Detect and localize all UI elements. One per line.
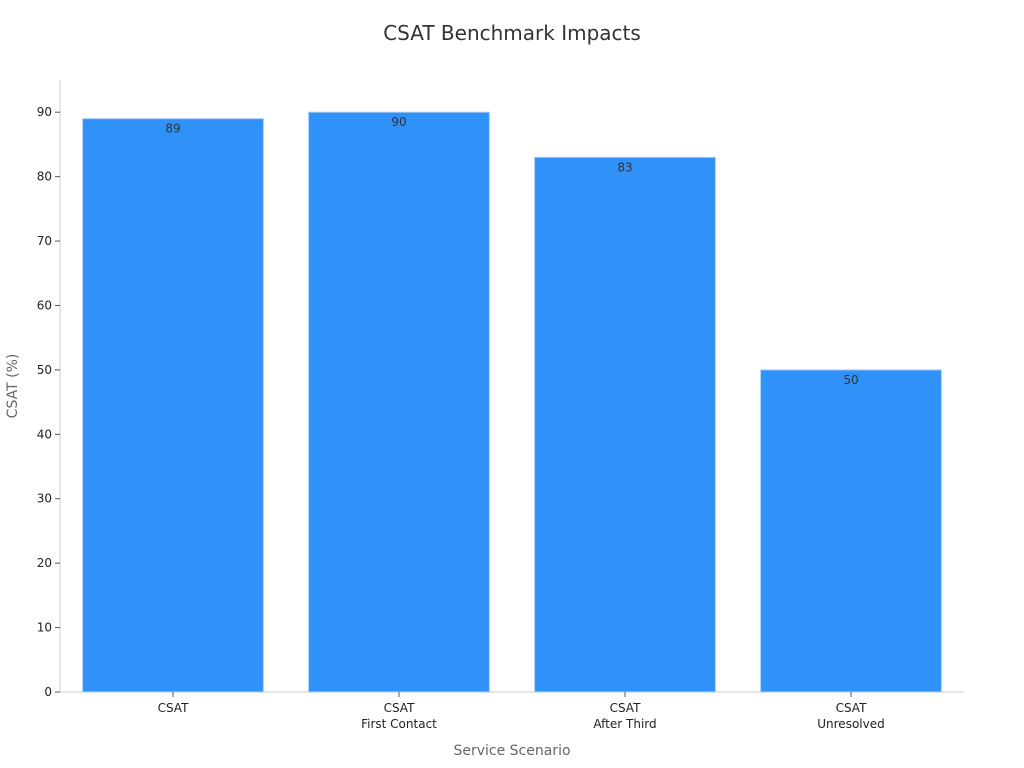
data-labels-group: 89 90 83 50 [165,115,858,387]
bar [308,111,490,693]
x-tick-label: CSAT After Third [593,701,656,731]
y-tick-label: 20 [37,556,52,570]
y-tick-label: 50 [37,363,52,377]
data-label: 50 [843,373,858,387]
y-tick-label: 80 [37,170,52,184]
chart-title: CSAT Benchmark Impacts [383,21,641,45]
bar [534,156,716,693]
bar [760,369,942,693]
y-tick-label: 30 [37,492,52,506]
bar [82,118,264,693]
x-tick-label: CSAT [158,701,189,715]
y-tick-label: 0 [44,685,52,699]
y-tick-label: 70 [37,234,52,248]
data-label: 89 [165,122,180,136]
data-label: 90 [391,115,406,129]
y-tick-label: 40 [37,427,52,441]
y-axis-title: CSAT (%) [5,354,21,419]
x-tick-label: CSAT Unresolved [817,701,884,731]
y-ticks-group: 0 10 20 30 40 50 60 70 80 90 [37,105,60,699]
y-tick-label: 10 [37,621,52,635]
y-tick-label: 90 [37,105,52,119]
x-ticks-group: CSAT CSAT First Contact CSAT After Third CSAT… [158,692,885,731]
x-axis-title: Service Scenario [453,743,570,759]
data-label: 83 [617,160,632,174]
y-tick-label: 60 [37,298,52,312]
x-tick-label: CSAT First Contact [361,701,437,731]
bars-group [82,111,942,693]
